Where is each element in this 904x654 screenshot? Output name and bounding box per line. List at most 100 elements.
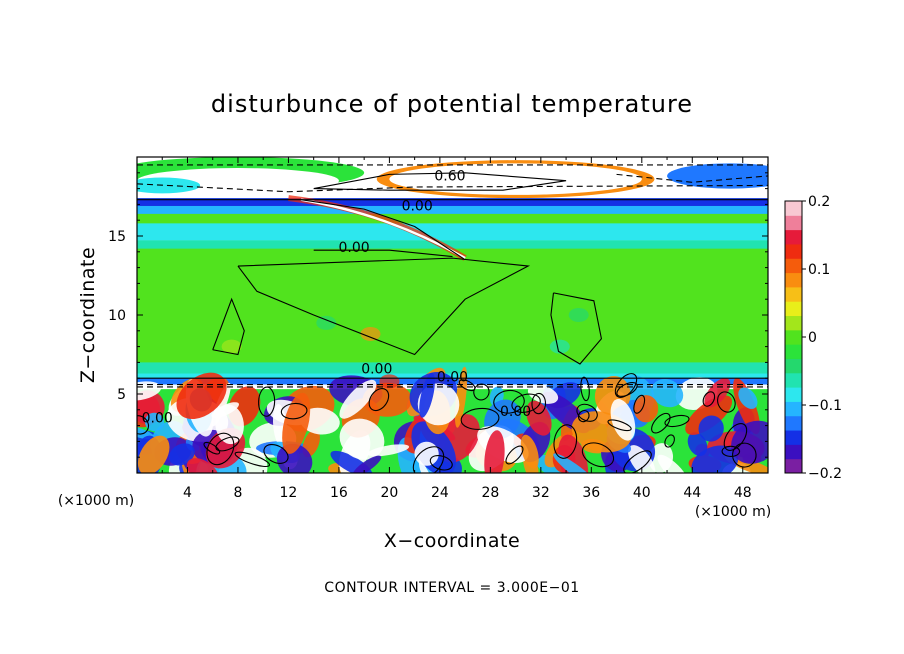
band-teal-low — [137, 362, 768, 374]
turbulence-blob — [731, 420, 768, 464]
band-aqua — [137, 223, 768, 241]
turbulence-contour — [531, 392, 547, 415]
turbulence-contour — [460, 407, 500, 430]
top-contour-dashed — [616, 173, 768, 183]
chart-title: disturbunce of potential temperature — [211, 90, 693, 118]
x-tick-label: 36 — [582, 485, 600, 501]
contour-lines — [137, 164, 768, 473]
colorbar-tick-label: 0 — [808, 330, 817, 346]
turbulence-contour — [203, 441, 221, 455]
colorbar-swatch — [785, 258, 802, 274]
turbulence-contour — [137, 415, 150, 435]
turbulence-blob — [282, 392, 311, 454]
contour-label: 0.00 — [402, 199, 433, 215]
turbulence-contour — [473, 383, 490, 401]
colorbar-swatch — [785, 458, 802, 474]
x-tick-label: 20 — [380, 485, 398, 501]
turbulence-blob — [520, 434, 539, 469]
colorbar-tick-label: 0.2 — [808, 194, 830, 210]
colorbar-swatch — [785, 215, 802, 231]
colorbar-swatch — [785, 430, 802, 445]
turbulence-contour — [412, 446, 445, 473]
colorbar: 0.2 0.1 0 −0.1 −0.2 — [784, 194, 842, 482]
turbulence-blob — [144, 412, 165, 432]
turbulence-contour — [263, 443, 289, 464]
contour-interval-note: CONTOUR INTERVAL = 3.000E−01 — [324, 580, 579, 596]
turbulence-contour — [505, 445, 524, 465]
turbulence-contour — [258, 386, 276, 417]
turbulence-contour — [721, 445, 741, 457]
turbulence-contour — [577, 409, 590, 423]
band-aqua-low — [137, 373, 768, 379]
turbulence-blob — [633, 395, 659, 423]
turbulence-blob — [186, 458, 219, 473]
turbulence-blob — [553, 453, 600, 473]
turbulence-contour — [633, 394, 646, 414]
contour-label: 0.00 — [338, 240, 369, 256]
colorbar-swatch — [785, 272, 802, 288]
turbulence-contour — [206, 432, 235, 466]
band-teal — [137, 240, 768, 249]
anomaly-spot — [568, 308, 589, 322]
colorbar-tick-label: −0.2 — [808, 466, 842, 482]
turbulence-contour — [215, 436, 240, 452]
turbulence-blob — [704, 378, 731, 408]
colorbar-swatch — [785, 201, 802, 216]
turbulence-blob — [685, 395, 733, 435]
turbulence-blob — [628, 445, 656, 473]
contour-label: 0.00 — [500, 404, 531, 420]
y-axis-label: Z−coordinate — [77, 247, 99, 383]
turbulence-blob — [484, 430, 505, 473]
x-tick-label: 16 — [330, 485, 348, 501]
turbulence-contour — [581, 442, 615, 468]
turbulence-contour — [368, 387, 390, 412]
anomaly-spot — [360, 326, 381, 341]
x-unit-right: (×1000 m) — [695, 504, 771, 520]
colorbar-swatch — [785, 329, 802, 345]
turbulence-blob — [651, 379, 684, 408]
anomaly-spot — [316, 315, 337, 330]
turbulence-blob — [215, 404, 244, 445]
turbulence-contour — [664, 414, 690, 428]
turbulence-contour — [723, 423, 748, 451]
x-tick-label: 12 — [280, 485, 298, 501]
colorbar-swatch — [785, 372, 802, 388]
anomaly-spot — [221, 339, 242, 354]
contour-label: 0.00 — [437, 369, 468, 385]
colorbar-swatch — [785, 344, 802, 359]
jet-contour — [313, 249, 453, 258]
turbulence-contour — [717, 391, 736, 413]
x-tick-label: 44 — [683, 485, 701, 501]
colorbar-swatch — [785, 229, 802, 245]
contour-labels: 0.600.000.000.00 0.000.000.00 — [142, 169, 532, 427]
turbulence-contour — [614, 373, 638, 398]
turbulence-contour — [651, 412, 671, 434]
turbulence-blob — [339, 379, 377, 419]
turbulence-contour — [664, 434, 675, 448]
top-contour-loop — [313, 172, 567, 191]
contour-label: 0.60 — [434, 169, 465, 185]
turbulence-blob — [738, 387, 758, 409]
turbulence-contour — [280, 402, 308, 420]
turbulence-blob — [339, 418, 385, 460]
colorbar-swatch — [785, 301, 802, 317]
colorbar-swatch — [785, 387, 802, 402]
turbulence-contour — [702, 391, 716, 407]
turbulence-blob — [137, 381, 162, 401]
contour-loop — [212, 297, 245, 356]
turbulence-blob — [414, 441, 439, 466]
x-tick-label: 8 — [233, 485, 242, 501]
colorbar-swatch — [785, 444, 802, 460]
turbulence-blob — [657, 454, 689, 473]
turbulence-blob — [558, 434, 589, 473]
turbulence-blob — [137, 435, 170, 473]
colorbar-tick-label: 0.1 — [808, 262, 830, 278]
turbulence-contour — [429, 455, 453, 471]
heatmap-field — [137, 157, 768, 473]
x-unit-left: (×1000 m) — [58, 493, 134, 509]
turbulence-contour — [234, 451, 271, 468]
top-blob — [667, 163, 768, 189]
colorbar-swatch — [785, 358, 802, 374]
contour-loop — [550, 292, 603, 365]
